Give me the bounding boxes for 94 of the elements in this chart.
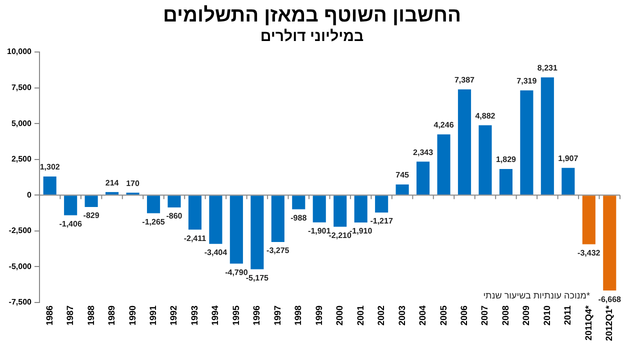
bar bbox=[312, 196, 326, 222]
data-label: 1,302 bbox=[40, 162, 60, 172]
x-tick-label: 2002 bbox=[376, 305, 386, 326]
x-tick-label: 1998 bbox=[293, 305, 304, 326]
data-label: -5,175 bbox=[246, 273, 270, 282]
x-tick-label: 2007 bbox=[480, 305, 490, 326]
data-label: 7,319 bbox=[516, 76, 538, 86]
y-tick-label: 5,000 bbox=[11, 118, 32, 128]
chart-title: החשבון השוטף במאזן התשלומים bbox=[163, 4, 461, 27]
x-tick-label: 1989 bbox=[106, 305, 117, 326]
x-tick-label: 2000 bbox=[334, 305, 345, 326]
bar bbox=[271, 196, 284, 242]
bar bbox=[334, 196, 347, 227]
bar bbox=[396, 184, 409, 195]
data-label: 4,882 bbox=[475, 111, 496, 120]
x-tick-label: 1990 bbox=[127, 305, 138, 326]
x-tick-label: 1992 bbox=[168, 305, 179, 326]
y-tick-label: -7,500 bbox=[8, 298, 32, 307]
bar bbox=[292, 196, 306, 210]
data-label: -3,432 bbox=[578, 248, 601, 258]
x-tick-label: 2012Q1* bbox=[604, 304, 614, 341]
data-label: -829 bbox=[83, 211, 100, 220]
bar bbox=[209, 196, 222, 244]
x-tick-label: 2008 bbox=[500, 305, 510, 326]
bar bbox=[168, 196, 181, 208]
x-tick-label: 2001 bbox=[355, 305, 366, 326]
data-label: -988 bbox=[290, 213, 308, 222]
data-label: 7,387 bbox=[454, 76, 476, 85]
x-tick-label: 2005 bbox=[438, 305, 448, 326]
x-tick-label: 2009 bbox=[521, 305, 532, 326]
bar bbox=[458, 89, 472, 195]
bar bbox=[437, 134, 450, 195]
data-label: -3,275 bbox=[266, 246, 290, 256]
data-label: -4,790 bbox=[225, 268, 248, 277]
data-label: -3,404 bbox=[204, 248, 228, 258]
y-tick-label: 0 bbox=[27, 190, 32, 200]
data-label: 1,829 bbox=[496, 155, 517, 164]
x-tick-label: 2011 bbox=[562, 305, 573, 325]
annotation: *מנוכה עונתיות בשיעור שנתי bbox=[483, 290, 590, 300]
x-tick-label: 2010 bbox=[542, 305, 552, 326]
data-label: 214 bbox=[105, 178, 120, 188]
y-tick-label: -5,000 bbox=[8, 262, 32, 271]
y-tick-label: -2,500 bbox=[8, 226, 32, 236]
data-label: -1,901 bbox=[308, 226, 332, 236]
x-tick-label: 2006 bbox=[458, 305, 469, 326]
y-tick-label: 7,500 bbox=[11, 82, 32, 92]
bar bbox=[43, 176, 56, 195]
bar bbox=[603, 196, 616, 291]
x-tick-label: 1997 bbox=[272, 305, 282, 326]
x-tick-label: 1996 bbox=[252, 305, 262, 326]
chart-subtitle: במיליוני דולרים bbox=[260, 28, 364, 46]
data-label: 4,246 bbox=[434, 120, 454, 130]
x-tick-label: 2003 bbox=[396, 305, 407, 326]
y-tick-label: 2,500 bbox=[11, 154, 32, 164]
bar bbox=[230, 196, 243, 264]
data-label: 1,907 bbox=[558, 154, 579, 164]
data-label: 170 bbox=[126, 178, 140, 188]
data-label: 2,343 bbox=[413, 148, 434, 157]
y-tick-label: 10,000 bbox=[7, 47, 32, 56]
bar bbox=[188, 196, 202, 230]
data-label: 745 bbox=[396, 170, 410, 180]
data-label: -1,910 bbox=[349, 226, 373, 236]
data-label: -2,210 bbox=[328, 230, 352, 240]
bar bbox=[582, 196, 596, 244]
bar bbox=[146, 196, 160, 214]
bar bbox=[540, 77, 554, 195]
bar bbox=[84, 196, 98, 207]
bar bbox=[64, 196, 78, 216]
x-tick-label: 1999 bbox=[314, 305, 324, 326]
bar bbox=[499, 168, 512, 195]
data-label: -860 bbox=[166, 212, 183, 221]
bar bbox=[520, 90, 534, 195]
bar bbox=[106, 192, 119, 195]
data-label: -2,411 bbox=[184, 234, 207, 243]
data-label: -6,668 bbox=[598, 294, 622, 304]
x-tick-label: 1994 bbox=[210, 305, 220, 326]
x-tick-label: 1987 bbox=[65, 305, 76, 326]
x-tick-label: 1986 bbox=[44, 305, 54, 326]
data-label: -1,217 bbox=[370, 216, 394, 226]
data-label: -1,265 bbox=[142, 217, 166, 226]
data-label: 8,231 bbox=[537, 64, 558, 73]
x-tick-label: 2004 bbox=[418, 305, 428, 326]
bar bbox=[375, 196, 388, 213]
x-tick-label: 1991 bbox=[148, 305, 158, 326]
bar bbox=[250, 196, 264, 270]
data-label: -1,406 bbox=[59, 219, 82, 228]
bar bbox=[354, 196, 368, 222]
x-tick-label: 1995 bbox=[230, 305, 241, 326]
x-tick-label: 1988 bbox=[86, 305, 96, 326]
bar bbox=[562, 168, 575, 195]
bar bbox=[478, 125, 492, 195]
x-tick-label: 2011Q4* bbox=[583, 304, 594, 341]
x-tick-label: 1993 bbox=[189, 305, 200, 326]
bar bbox=[416, 162, 430, 195]
